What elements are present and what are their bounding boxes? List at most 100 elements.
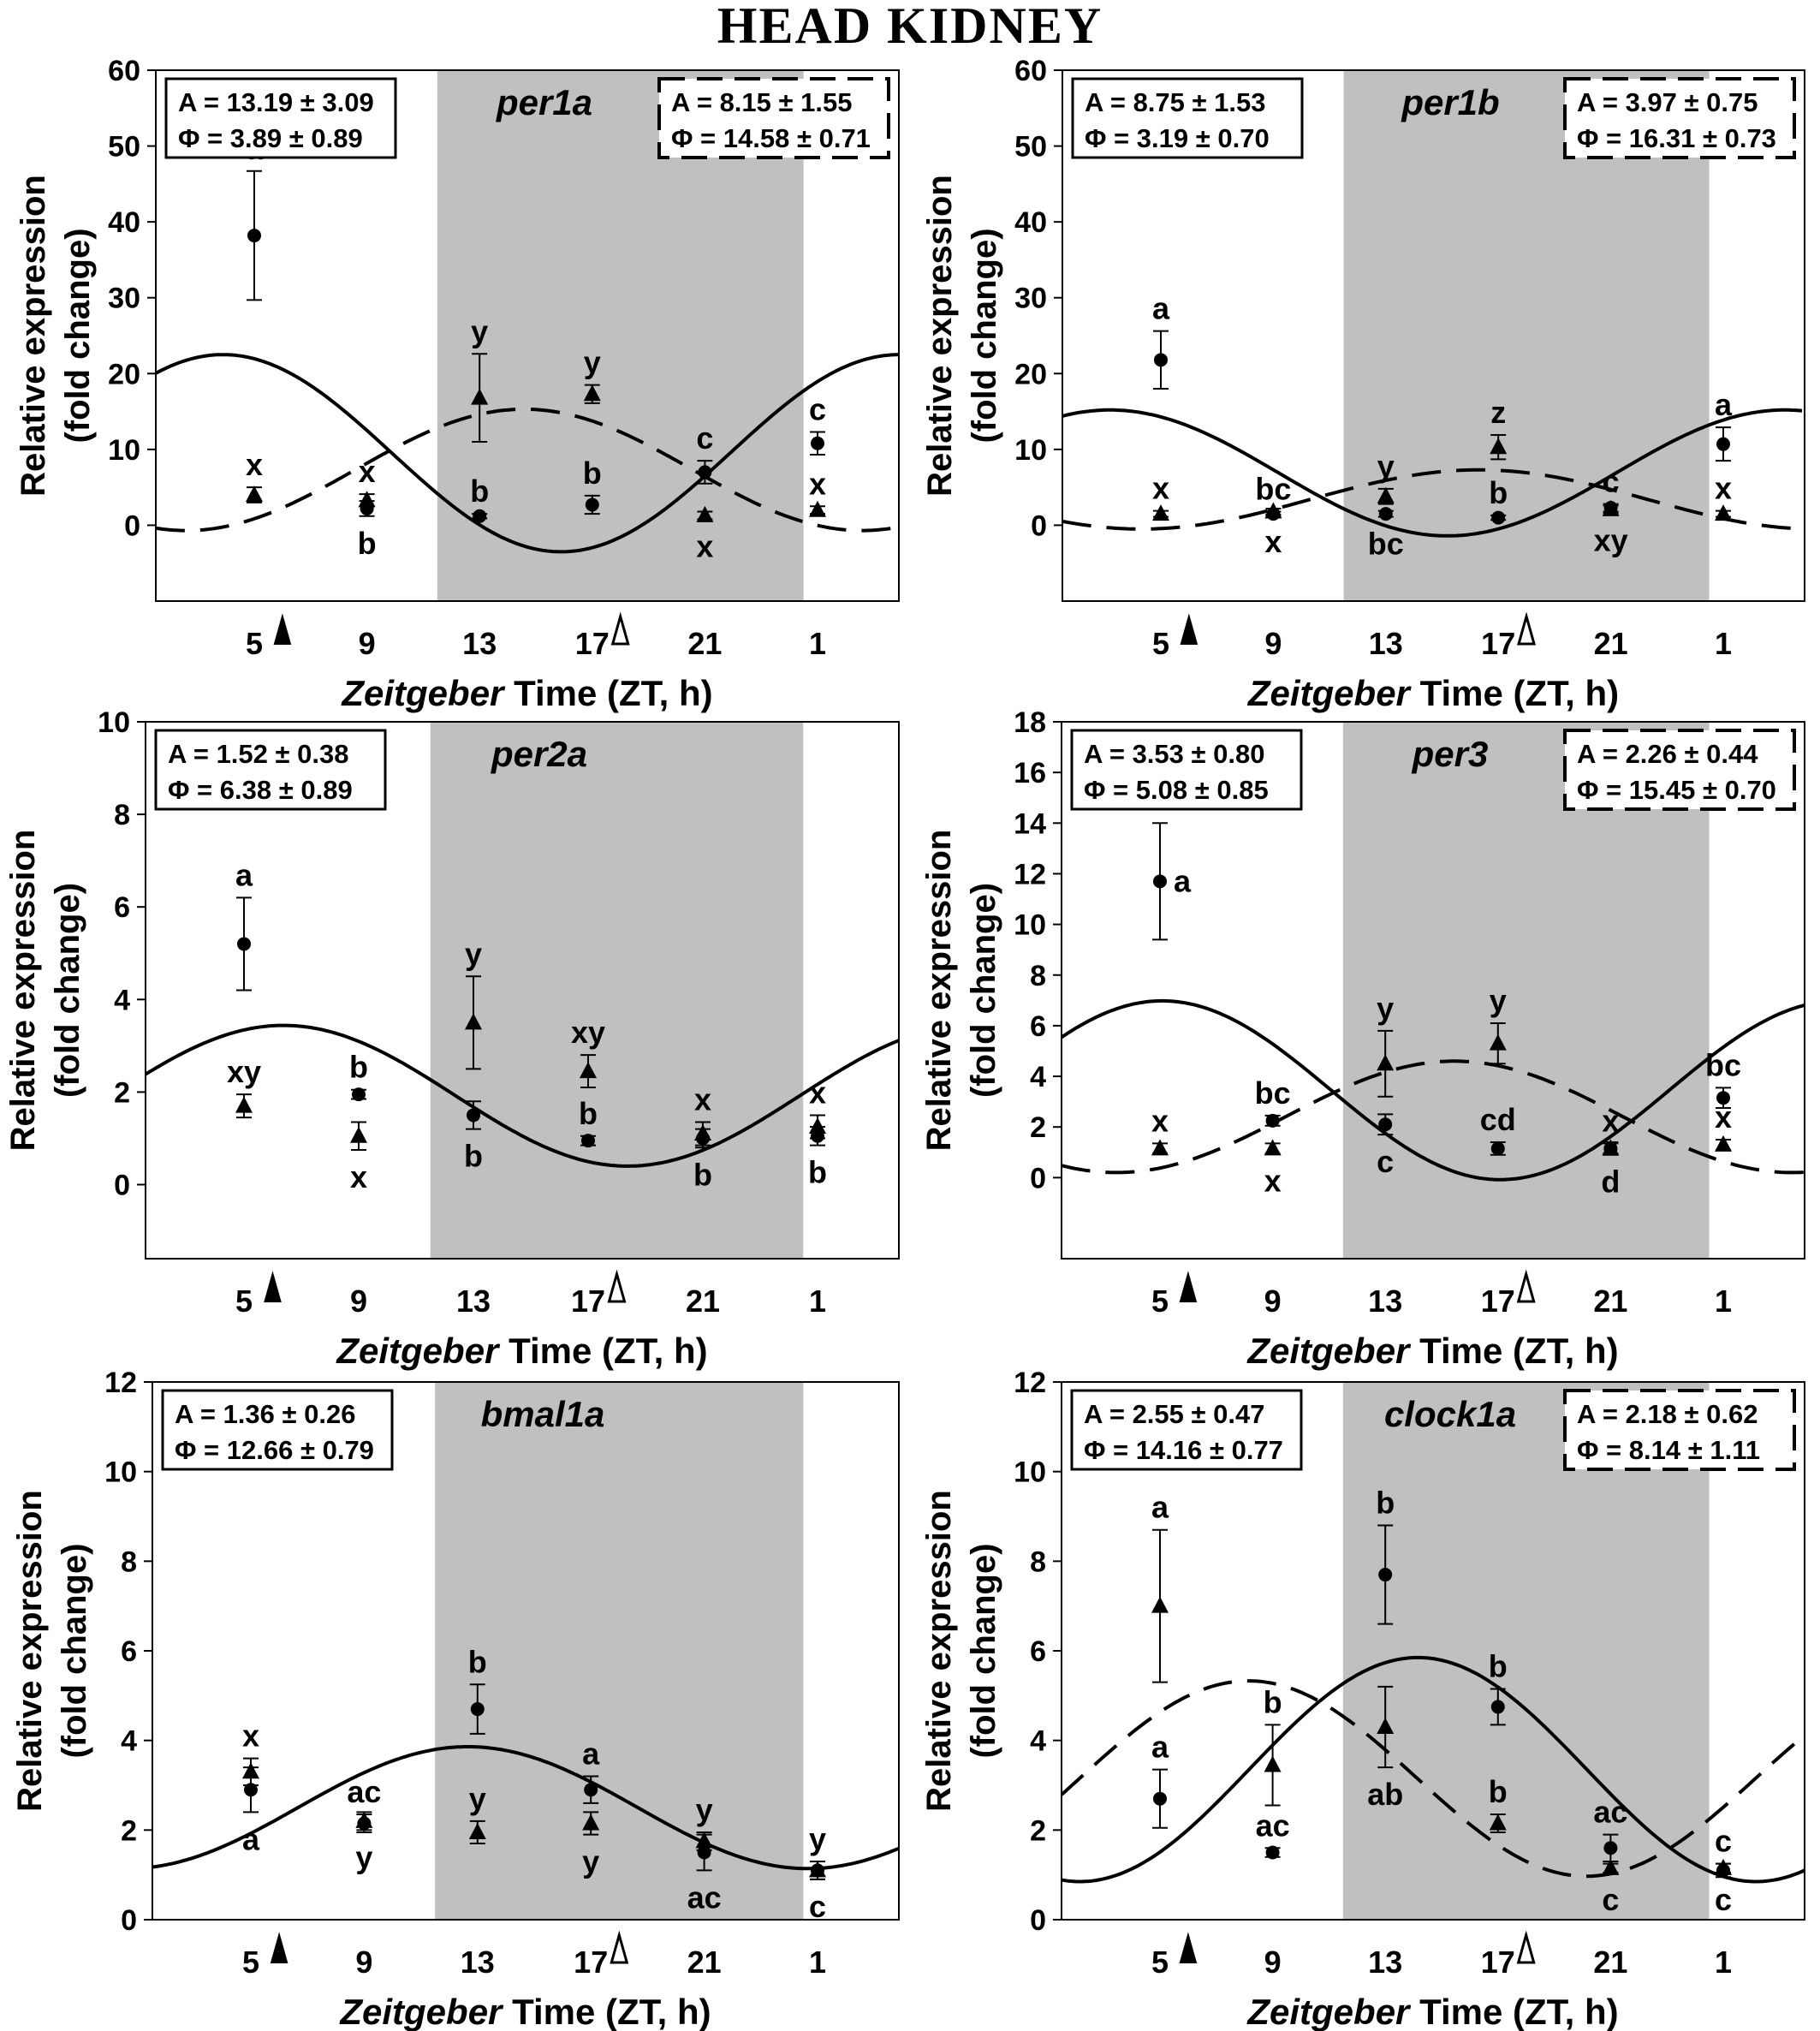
figure-title: HEAD KIDNEY bbox=[717, 0, 1103, 54]
gene-name: per1a bbox=[496, 82, 592, 122]
fit-curve-solid bbox=[156, 353, 899, 554]
data-point-circle bbox=[1378, 1568, 1393, 1582]
x-tick-label: 9 bbox=[1264, 626, 1282, 661]
significance-letter: a bbox=[1174, 863, 1192, 898]
sunset-arrow bbox=[610, 1930, 629, 1964]
stats-amplitude: A = 2.26 ± 0.44 bbox=[1577, 739, 1758, 769]
significance-letter: ac bbox=[347, 1774, 381, 1809]
y-tick-label: 10 bbox=[98, 706, 130, 739]
significance-letter: b bbox=[1489, 1774, 1508, 1809]
y-axis-title: Relative expression (fold change) bbox=[11, 1490, 93, 1812]
significance-letter: x bbox=[809, 466, 826, 501]
significance-letter: y bbox=[582, 1844, 599, 1879]
y-tick-label: 2 bbox=[1030, 1111, 1046, 1144]
significance-letter: b bbox=[358, 526, 377, 561]
data-point-circle bbox=[1153, 1791, 1167, 1806]
significance-letter: xy bbox=[571, 1015, 605, 1050]
data-point-triangle bbox=[580, 1062, 597, 1079]
stats-acrophase: Φ = 3.89 ± 0.89 bbox=[178, 123, 363, 153]
y-tick-label: 0 bbox=[1031, 509, 1047, 542]
y-tick-label: 10 bbox=[104, 1456, 137, 1489]
significance-letter: x bbox=[350, 1159, 367, 1194]
stats-acrophase: Φ = 14.58 ± 0.71 bbox=[671, 123, 871, 153]
x-tick-label: 9 bbox=[350, 1284, 367, 1319]
data-point-circle bbox=[697, 1845, 711, 1860]
data-point-circle bbox=[1716, 437, 1730, 451]
x-tick-label: 9 bbox=[1264, 1945, 1282, 1980]
y-axis-title: Relative expression (fold change) bbox=[920, 1490, 1002, 1812]
data-point-triangle bbox=[694, 1124, 711, 1141]
data-point-triangle bbox=[1151, 1596, 1169, 1613]
x-tick-label: 21 bbox=[1594, 626, 1628, 661]
y-tick-label: 4 bbox=[121, 1725, 137, 1758]
significance-letter: ac bbox=[1593, 1795, 1627, 1830]
significance-letter: bc bbox=[1255, 471, 1291, 506]
data-point-circle bbox=[811, 436, 824, 450]
y-tick-label: 0 bbox=[124, 509, 140, 542]
fit-curve-solid bbox=[152, 1745, 899, 1871]
significance-letter: xy bbox=[1594, 522, 1628, 557]
stats-acrophase: Φ = 8.14 ± 1.11 bbox=[1577, 1435, 1760, 1465]
x-axis-title: Zeitgeber Time (ZT, h) bbox=[341, 673, 712, 713]
panel-per2a: 0 2 4 6 8 10 5 9 13 17 21 1 Relative expression (fold… bbox=[4, 706, 900, 1371]
y-axis-title: Relative expression (fold change) bbox=[15, 175, 97, 497]
x-tick-label: 17 bbox=[1481, 626, 1515, 661]
data-point-circle bbox=[581, 1134, 595, 1148]
plot-frame bbox=[1062, 69, 1805, 602]
significance-letter: c bbox=[1715, 1824, 1732, 1859]
data-point-triangle bbox=[235, 1096, 253, 1113]
y-tick-label: 2 bbox=[1030, 1814, 1046, 1847]
significance-letter: b bbox=[693, 1157, 712, 1192]
y-tick-label: 12 bbox=[104, 1367, 137, 1399]
stats-box-dashed bbox=[657, 77, 890, 159]
data-point-triangle bbox=[582, 1814, 600, 1831]
data-point-triangle bbox=[1377, 1717, 1395, 1734]
y-tick-label: 2 bbox=[121, 1814, 137, 1847]
x-axis-title: Zeitgeber Time (ZT, h) bbox=[1247, 673, 1619, 713]
y-tick-label: 8 bbox=[1030, 1546, 1046, 1578]
data-point-triangle bbox=[1377, 1054, 1395, 1071]
sunrise-arrow bbox=[273, 613, 292, 645]
significance-letter: y bbox=[469, 1781, 486, 1816]
significance-letter: x bbox=[242, 1718, 259, 1754]
y-tick-label: 4 bbox=[1030, 1725, 1046, 1758]
x-tick-label: 21 bbox=[1593, 1284, 1627, 1319]
data-point-triangle bbox=[1264, 502, 1282, 519]
y-tick-label: 16 bbox=[1014, 757, 1046, 789]
x-tick-label: 1 bbox=[809, 626, 826, 661]
data-point-circle bbox=[1153, 874, 1167, 889]
dark-phase-shading bbox=[1342, 722, 1710, 1259]
stats-box-dashed bbox=[1563, 729, 1796, 811]
x-tick-label: 1 bbox=[809, 1284, 826, 1319]
y-axis-title: Relative expression (fold change) bbox=[920, 830, 1002, 1152]
data-point-triangle bbox=[809, 1117, 826, 1134]
sunset-arrow bbox=[607, 1269, 627, 1303]
data-point-triangle bbox=[471, 388, 489, 405]
x-tick-label: 17 bbox=[1481, 1945, 1515, 1980]
x-tick-label: 9 bbox=[355, 1945, 372, 1980]
sunrise-arrow bbox=[264, 1271, 282, 1302]
x-tick-label: 17 bbox=[1481, 1284, 1515, 1319]
significance-letter: a bbox=[1151, 1730, 1169, 1765]
significance-letter: c bbox=[1715, 1882, 1732, 1917]
significance-letter: a bbox=[1151, 1490, 1169, 1525]
significance-letter: b bbox=[1489, 475, 1508, 510]
data-point-triangle bbox=[1490, 438, 1508, 455]
significance-letter: y bbox=[355, 1839, 372, 1874]
sunset-arrow bbox=[1516, 1930, 1536, 1964]
significance-letter: c bbox=[1377, 1144, 1394, 1179]
y-tick-label: 60 bbox=[108, 55, 140, 87]
data-point-triangle bbox=[355, 1811, 373, 1828]
data-point-circle bbox=[698, 465, 712, 479]
y-tick-label: 50 bbox=[1014, 131, 1047, 164]
significance-letter: b bbox=[349, 1050, 368, 1085]
stats-acrophase: Φ = 16.31 ± 0.73 bbox=[1577, 123, 1776, 153]
plot-frame bbox=[1061, 721, 1805, 1260]
significance-letter: y bbox=[1377, 991, 1394, 1026]
significance-letter: d bbox=[1601, 1164, 1620, 1200]
data-point-triangle bbox=[1264, 1755, 1282, 1772]
x-tick-label: 5 bbox=[235, 1284, 253, 1319]
y-tick-label: 6 bbox=[114, 891, 130, 924]
x-tick-label: 21 bbox=[1593, 1945, 1627, 1980]
